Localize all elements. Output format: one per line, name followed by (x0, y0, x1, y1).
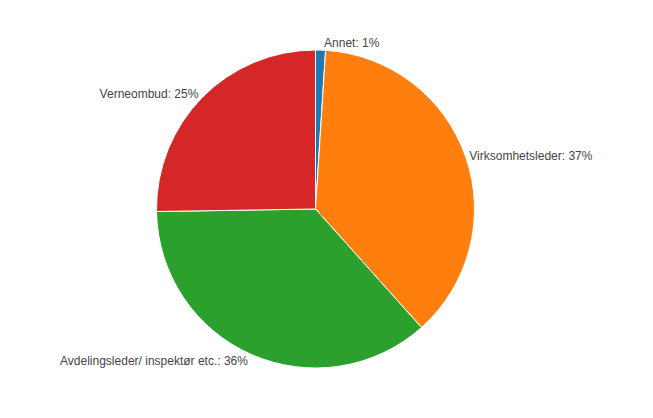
svg-text:Virksomhetsleder: 37%: Virksomhetsleder: 37% (469, 149, 593, 163)
svg-text:Verneombud: 25%: Verneombud: 25% (100, 87, 199, 101)
svg-text:Avdelingsleder/ inspektør etc.: Avdelingsleder/ inspektør etc.: 36% (60, 354, 248, 368)
svg-text:Annet: 1%: Annet: 1% (324, 36, 380, 50)
